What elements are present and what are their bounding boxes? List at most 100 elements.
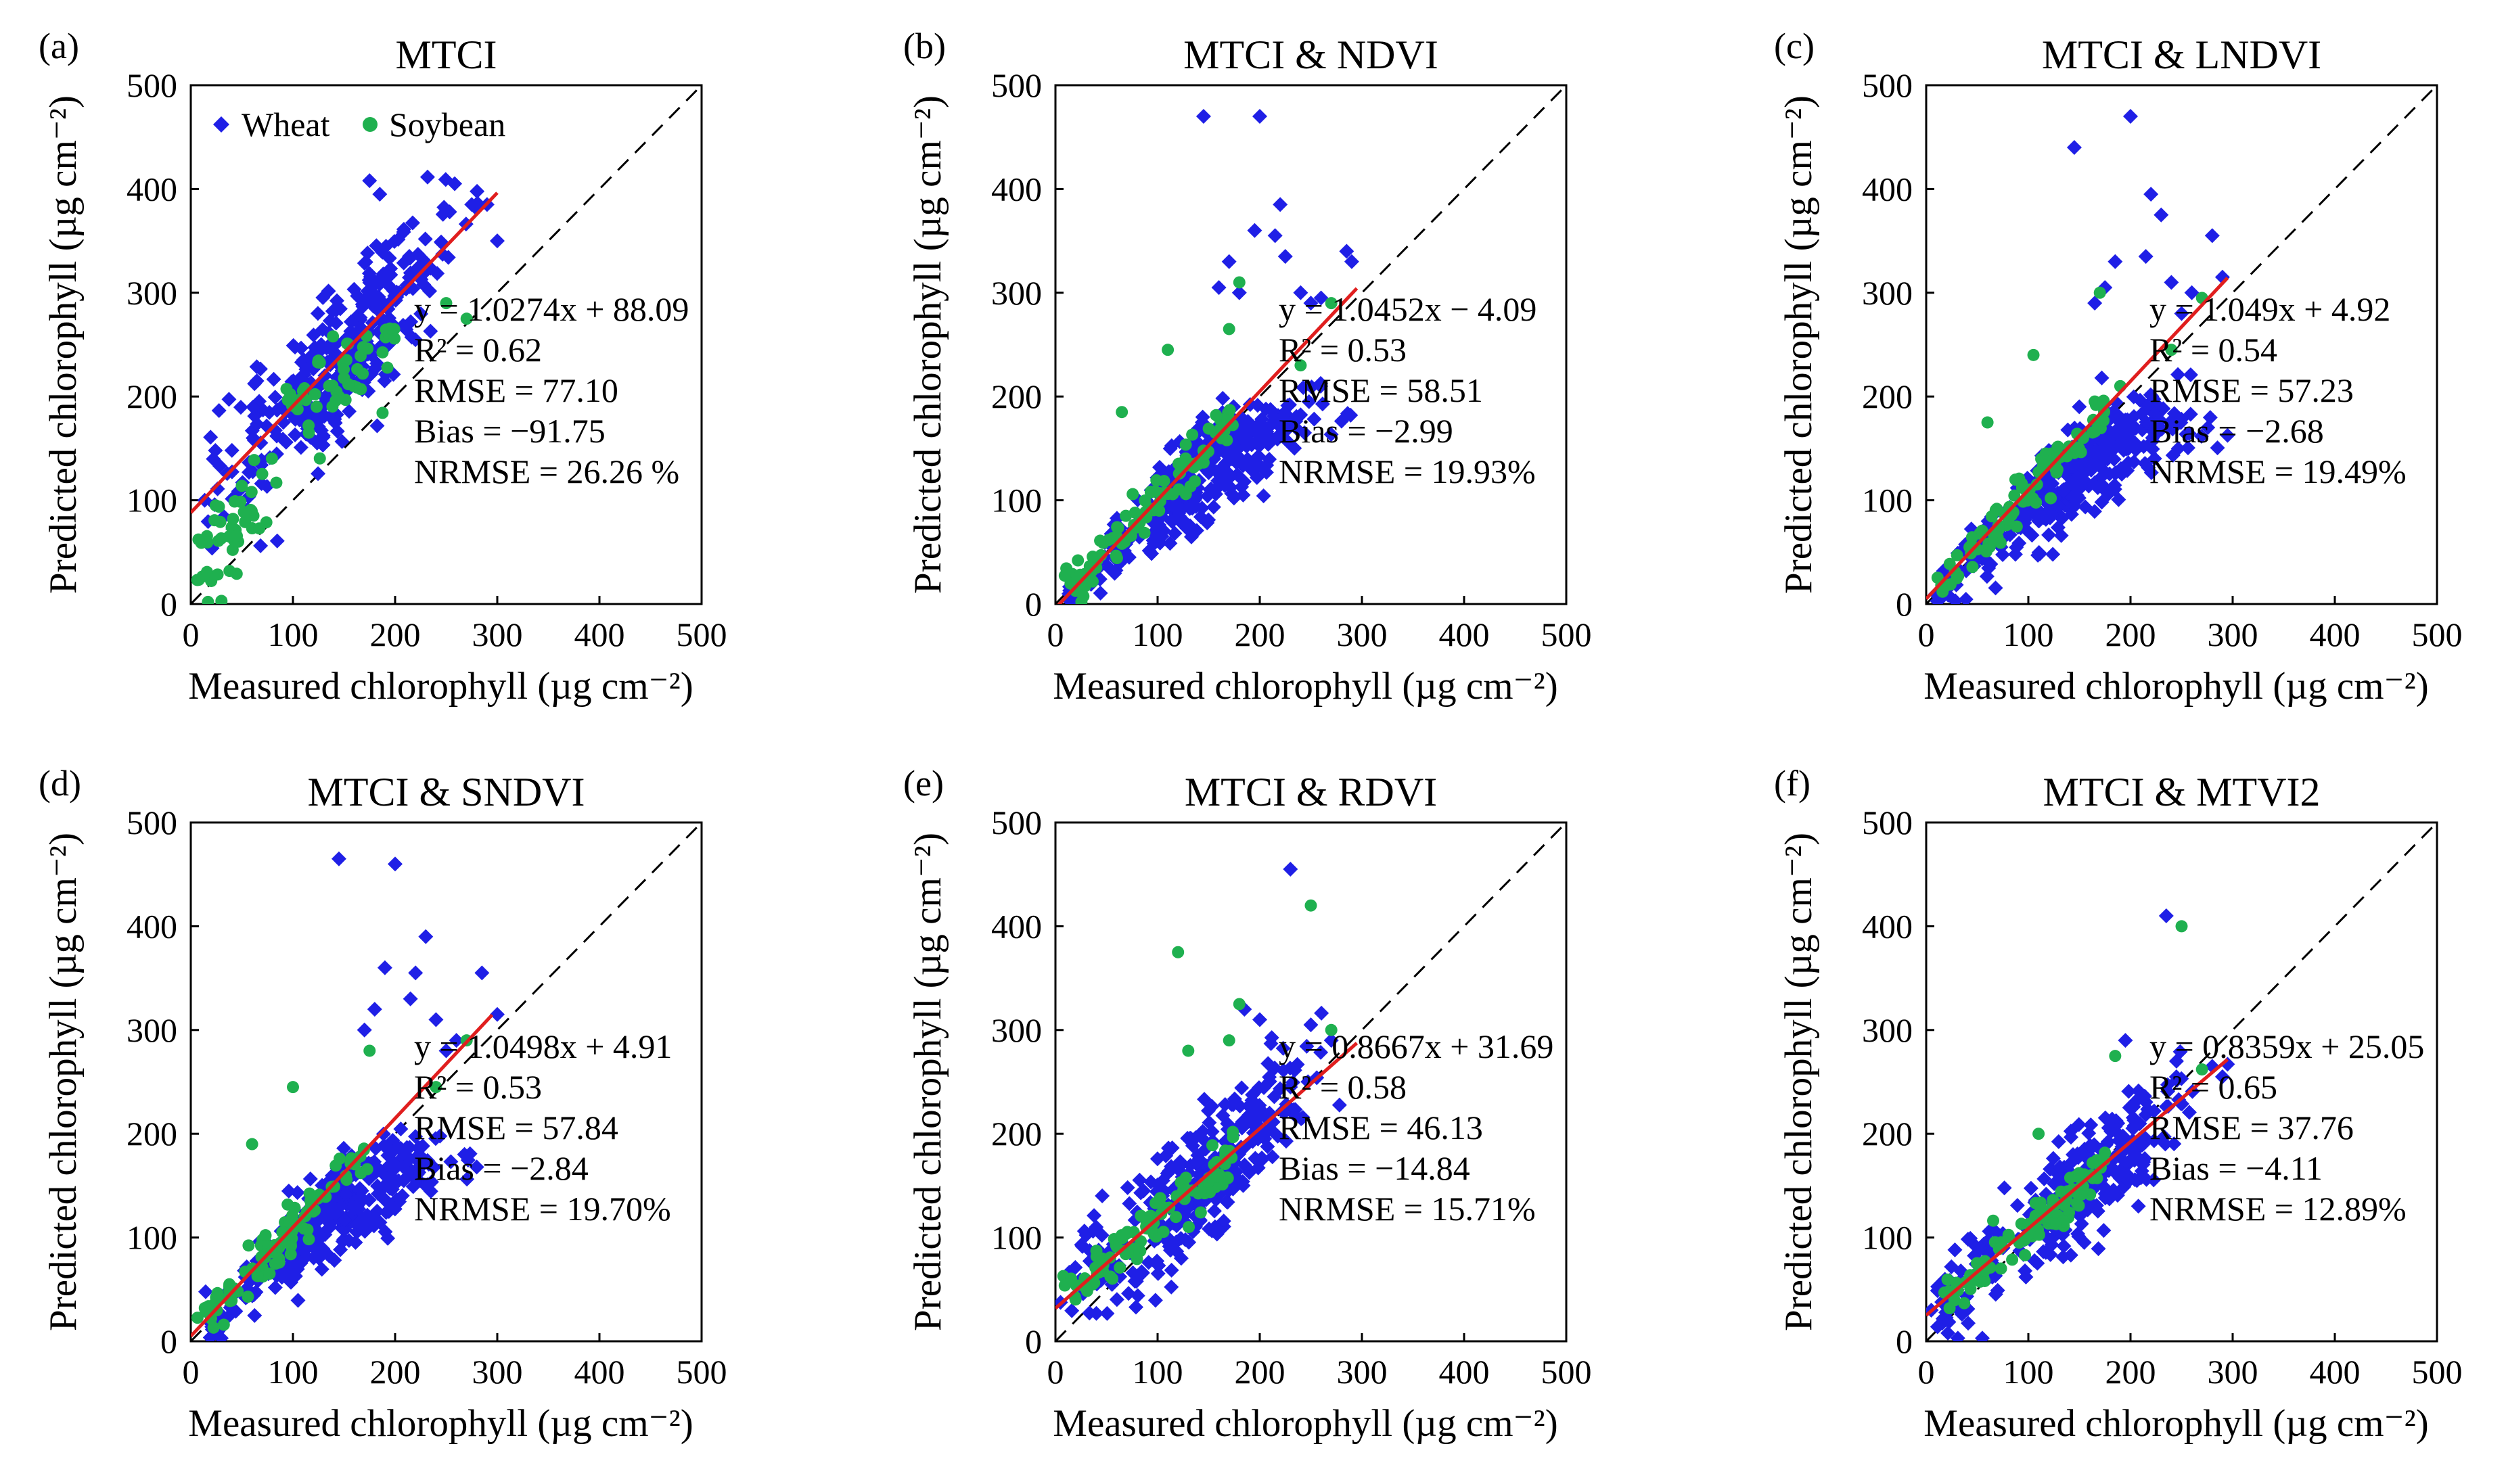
plot-frame <box>1054 84 1568 605</box>
plot-frame <box>1925 84 2438 605</box>
soybean-point <box>1094 534 1107 547</box>
soybean-point <box>1179 1172 1192 1184</box>
wheat-point <box>459 1172 475 1187</box>
wheat-point <box>2181 425 2197 441</box>
wheat-point <box>2099 1186 2114 1201</box>
wheat-point <box>1162 441 1178 457</box>
x-tick-label: 300 <box>1337 1353 1388 1391</box>
wheat-point <box>1947 1242 1963 1257</box>
wheat-point <box>388 856 403 872</box>
wheat-point <box>2146 1103 2162 1119</box>
wheat-point <box>1130 1288 1145 1303</box>
wheat-point <box>2143 187 2159 202</box>
soybean-point <box>2002 1228 2015 1241</box>
soybean-point <box>2175 920 2188 933</box>
wheat-point <box>449 1033 464 1048</box>
panel-title: MTCI & MTVI2 <box>2043 770 2321 814</box>
soybean-point <box>217 1318 230 1331</box>
stats-line: y = 1.0498x + 4.91 <box>414 1027 672 1065</box>
wheat-point <box>2064 1130 2079 1145</box>
soybean-point <box>1211 1170 1224 1183</box>
wheat-point <box>306 327 321 343</box>
wheat-point <box>1289 409 1304 424</box>
wheat-point <box>1931 593 1946 604</box>
x-tick-label: 100 <box>1133 616 1183 653</box>
y-tick-label: 400 <box>127 907 177 945</box>
soybean-point <box>192 533 205 546</box>
soybean-point <box>1951 572 1963 584</box>
wheat-point <box>415 1138 430 1154</box>
wheat-point <box>1101 559 1116 575</box>
soybean-point <box>1210 409 1223 421</box>
wheat-point <box>2045 547 2061 562</box>
y-tick-label: 0 <box>1896 585 1913 623</box>
y-tick-label: 200 <box>127 377 177 415</box>
wheat-point <box>314 1261 329 1277</box>
wheat-point <box>2210 440 2225 456</box>
wheat-point <box>1202 1115 1217 1130</box>
wheat-point <box>1279 1134 1294 1149</box>
wheat-point <box>2108 1166 2124 1182</box>
wheat-point <box>419 169 435 185</box>
soybean-point <box>339 394 352 407</box>
wheat-point <box>434 235 449 250</box>
wheat-point <box>247 1307 263 1323</box>
y-tick-label: 300 <box>991 274 1042 312</box>
wheat-point <box>288 427 303 442</box>
soybean-point <box>215 595 228 604</box>
soybean-point <box>248 454 260 467</box>
soybean-point <box>214 515 227 528</box>
wheat-point <box>2137 1088 2152 1104</box>
wheat-point <box>369 238 384 254</box>
soybean-point <box>1987 1214 2000 1227</box>
wheat-point <box>423 323 438 339</box>
soybean-point <box>1139 494 1152 507</box>
stats-line: R² = 0.53 <box>414 1068 542 1106</box>
soybean-point <box>1186 428 1199 441</box>
wheat-point <box>2053 528 2069 543</box>
wheat-point <box>1287 1107 1302 1123</box>
x-tick-label: 0 <box>1918 616 1935 653</box>
chart-panel-6: 0 100 200 300 400 500 0 100 200 300 400 500 Measured… <box>1774 763 2463 1445</box>
wheat-point <box>298 361 314 377</box>
soybean-point <box>1087 551 1099 563</box>
stats-line: RMSE = 57.23 <box>2149 371 2354 409</box>
wheat-point <box>262 404 277 420</box>
soybean-point <box>1223 323 1235 335</box>
wheat-point <box>2094 370 2110 386</box>
wheat-point <box>2071 1228 2087 1244</box>
wheat-point <box>2070 1150 2086 1165</box>
wheat-point <box>347 1200 363 1215</box>
wheat-point <box>325 1204 341 1220</box>
stats-line: y = 1.049x + 4.92 <box>2149 290 2390 328</box>
wheat-point <box>367 277 382 292</box>
y-tick-label: 0 <box>160 1322 177 1360</box>
wheat-point <box>1273 1081 1288 1096</box>
wheat-point <box>370 1186 386 1201</box>
stats-line: NRMSE = 26.26 % <box>414 453 679 490</box>
wheat-point <box>1339 244 1354 259</box>
wheat-point <box>2158 908 2174 924</box>
soybean-point <box>246 1138 258 1151</box>
wheat-point <box>357 1022 372 1038</box>
wheat-point <box>447 176 463 191</box>
soybean-point <box>2051 440 2064 453</box>
wheat-point <box>326 1252 342 1268</box>
soybean-point <box>2019 1249 2032 1261</box>
wheat-point <box>405 215 420 231</box>
wheat-point <box>2146 1172 2162 1188</box>
legend-soybean-label: Soybean <box>389 106 505 143</box>
wheat-point <box>2112 425 2128 440</box>
x-tick-label: 0 <box>183 1353 200 1391</box>
wheat-point <box>352 1181 367 1197</box>
wheat-point <box>319 340 334 356</box>
wheat-point <box>2114 1151 2130 1167</box>
soybean-point <box>227 513 240 526</box>
soybean-point <box>1966 561 1979 574</box>
wheat-point <box>317 368 333 384</box>
wheat-point <box>1147 1293 1163 1308</box>
wheat-point <box>1064 1303 1080 1318</box>
wheat-point <box>418 929 434 944</box>
soybean-point <box>1965 531 1978 544</box>
wheat-point <box>2041 527 2057 542</box>
